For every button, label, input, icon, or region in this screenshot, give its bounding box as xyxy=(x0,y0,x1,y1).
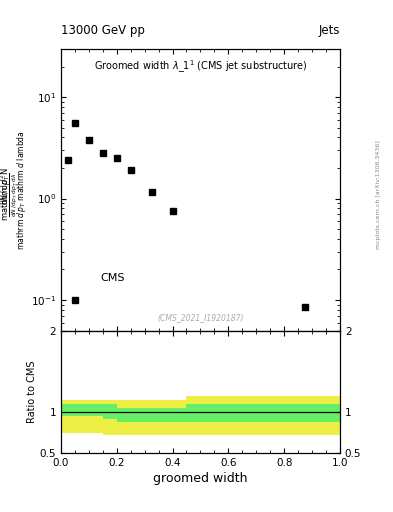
Text: mcplots.cern.ch [arXiv:1306.3436]: mcplots.cern.ch [arXiv:1306.3436] xyxy=(376,140,380,249)
Y-axis label: Ratio to CMS: Ratio to CMS xyxy=(27,360,37,423)
Text: CMS: CMS xyxy=(100,273,125,283)
Text: 13000 GeV pp: 13000 GeV pp xyxy=(61,24,145,37)
X-axis label: groomed width: groomed width xyxy=(153,472,248,485)
Text: Jets: Jets xyxy=(318,24,340,37)
Y-axis label: mathrm $d^2N$
$\overline{\mathrm{d}N\,/\,\mathrm{d}p_T}$
mathrm $d\,p_T$ mathrm : mathrm $d^2N$ $\overline{\mathrm{d}N\,/\… xyxy=(0,130,28,249)
Text: Groomed width $\lambda\_1^1$ (CMS jet substructure): Groomed width $\lambda\_1^1$ (CMS jet su… xyxy=(94,58,307,75)
Text: (CMS_2021_I1920187): (CMS_2021_I1920187) xyxy=(157,313,244,322)
Text: $\frac{1}{\mathrm{d}N\,/\,\mathrm{d}p_T\;\mathrm{d}p_T\;\mathrm{d}\lambda}$: $\frac{1}{\mathrm{d}N\,/\,\mathrm{d}p_T\… xyxy=(2,172,20,217)
Text: mathrm $d^2$N: mathrm $d^2$N xyxy=(0,168,11,221)
